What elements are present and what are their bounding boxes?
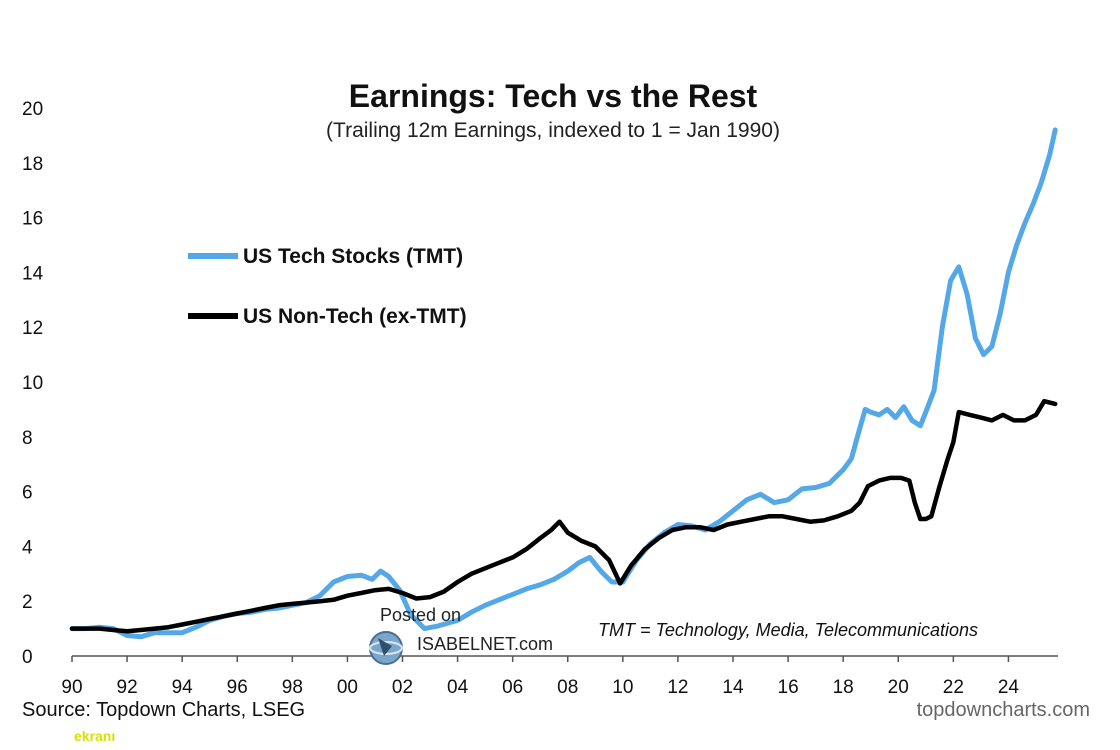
- y-tick-label: 8: [22, 428, 33, 449]
- tmt-note: TMT = Technology, Media, Telecommunicati…: [598, 620, 978, 640]
- x-tick-label: 14: [722, 677, 744, 698]
- y-tick-label: 18: [22, 154, 43, 175]
- corner-text: ekranı: [74, 728, 115, 744]
- y-tick-label: 0: [22, 647, 33, 668]
- series-line-tech: [69, 127, 1058, 640]
- y-tick-label: 2: [22, 592, 33, 613]
- x-tick-label: 00: [337, 677, 358, 698]
- y-tick-label: 6: [22, 483, 33, 504]
- chart-subtitle: (Trailing 12m Earnings, indexed to 1 = J…: [326, 119, 780, 142]
- plot-area: [69, 127, 1058, 640]
- x-tick-label: 22: [943, 677, 964, 698]
- x-tick-label: 16: [778, 677, 799, 698]
- x-tick-label: 90: [61, 677, 82, 698]
- y-tick-label: 12: [22, 318, 43, 339]
- x-tick-label: 08: [557, 677, 578, 698]
- x-tick-label: 04: [447, 677, 469, 698]
- y-tick-label: 16: [22, 209, 43, 230]
- x-tick-label: 98: [282, 677, 303, 698]
- legend-label-nontech: US Non-Tech (ex-TMT): [243, 305, 467, 328]
- source-text: Source: Topdown Charts, LSEG: [22, 699, 305, 721]
- x-tick-label: 12: [667, 677, 688, 698]
- site-text: topdowncharts.com: [917, 699, 1090, 721]
- x-tick-label: 92: [117, 677, 138, 698]
- isabelnet-watermark: Posted on ISABELNET.com: [369, 605, 553, 665]
- x-tick-label: 18: [833, 677, 854, 698]
- y-tick-label: 20: [22, 99, 43, 120]
- series-line-nontech: [69, 398, 1058, 634]
- x-tick-label: 24: [998, 677, 1020, 698]
- x-tick-label: 20: [888, 677, 909, 698]
- y-axis: 0 2 4 6 8 10 12 14 16 18 20: [22, 99, 44, 668]
- y-tick-label: 14: [22, 263, 44, 284]
- x-axis: 90 92 94 96 98 00 02 04 06 08 10 12 14 16 18 20 22 24: [61, 655, 1058, 698]
- x-tick-label: 06: [502, 677, 523, 698]
- legend: US Tech Stocks (TMT) US Non-Tech (ex-TMT…: [188, 245, 467, 328]
- y-tick-label: 4: [22, 537, 33, 558]
- globe-icon: [369, 631, 403, 665]
- y-tick-label: 10: [22, 373, 43, 394]
- watermark-line2: ISABELNET.com: [417, 634, 553, 654]
- x-tick-label: 10: [612, 677, 633, 698]
- x-tick-label: 96: [227, 677, 248, 698]
- watermark-line1: Posted on: [380, 605, 461, 625]
- legend-label-tech: US Tech Stocks (TMT): [243, 245, 463, 268]
- chart-title: Earnings: Tech vs the Rest: [349, 78, 758, 114]
- x-tick-label: 02: [392, 677, 413, 698]
- x-tick-label: 94: [172, 677, 194, 698]
